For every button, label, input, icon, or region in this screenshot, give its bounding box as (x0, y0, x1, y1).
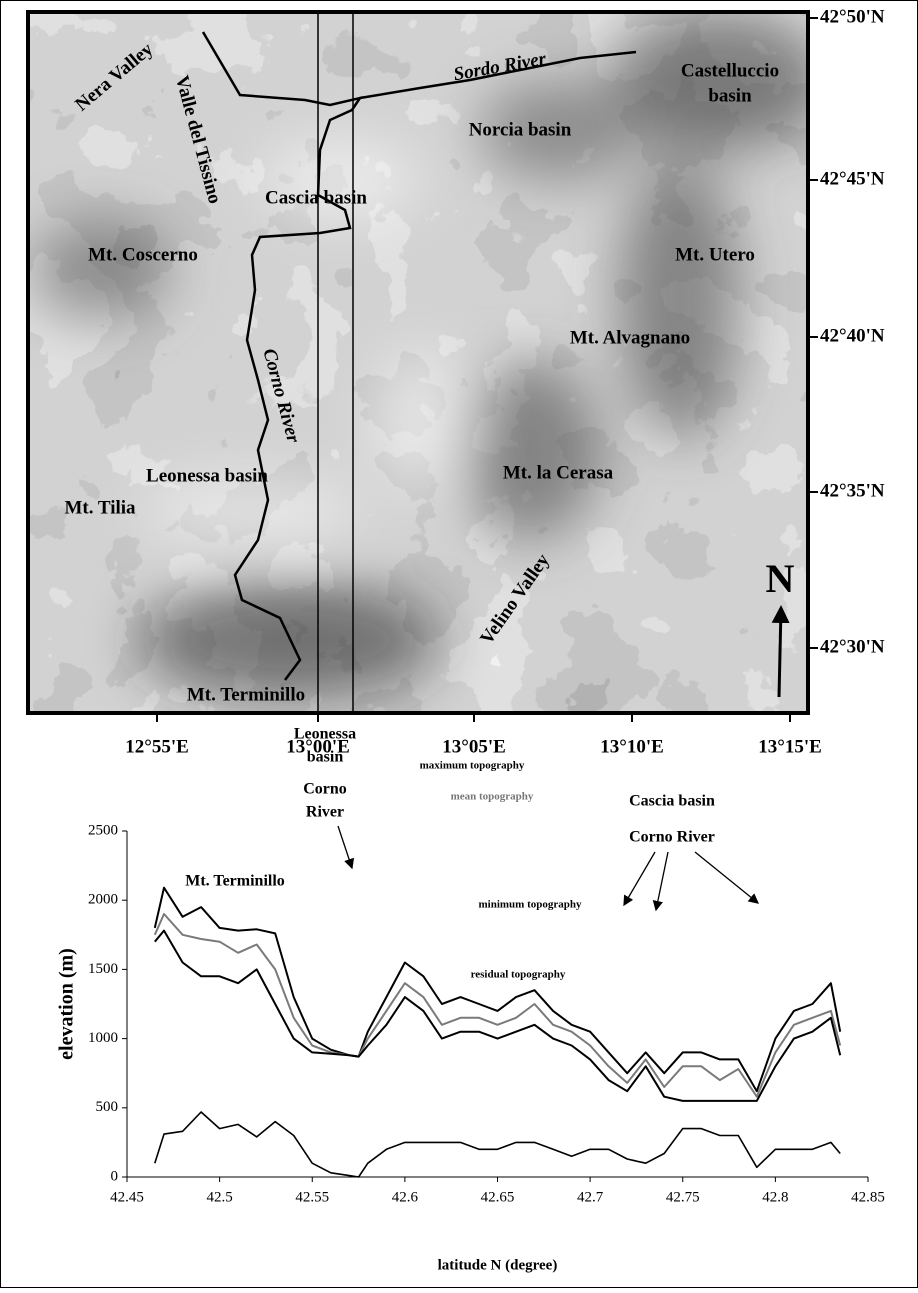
map-label: Mt. Utero (675, 244, 755, 265)
y-tick-label: 1000 (88, 1030, 118, 1046)
map-label: basin (708, 85, 752, 106)
annotation: basin (307, 749, 344, 766)
lon-label: 13°15'E (758, 736, 822, 757)
terrain (28, 10, 830, 713)
map-label: Mt. Terminillo (187, 684, 305, 705)
map-label: Mt. Alvagnano (570, 327, 690, 348)
x-tick-label: 42.8 (762, 1189, 788, 1205)
annotation: River (306, 804, 344, 821)
x-tick-label: 42.65 (481, 1189, 515, 1205)
lat-label: 42°50'N (820, 6, 885, 27)
map-label: Norcia basin (469, 119, 572, 140)
y-tick-label: 0 (111, 1168, 119, 1184)
annotation: Cascia basin (629, 793, 715, 810)
map-label: Cascia basin (265, 187, 367, 208)
x-tick-label: 42.7 (577, 1189, 604, 1205)
x-tick-label: 42.6 (392, 1189, 419, 1205)
y-tick-label: 2500 (88, 822, 118, 838)
map-label: Mt. la Cerasa (503, 462, 614, 483)
x-axis-label: latitude N (degree) (438, 1257, 558, 1273)
x-tick-label: 42.45 (110, 1189, 144, 1205)
y-tick-label: 1500 (88, 961, 118, 977)
lat-label: 42°30'N (820, 636, 885, 657)
annotation: Leonessa (294, 726, 356, 743)
map-label: Mt. Coscerno (88, 244, 198, 265)
annotation: mean topography (451, 791, 534, 803)
annotation: Mt. Terminillo (185, 873, 285, 890)
x-tick-label: 42.5 (207, 1189, 233, 1205)
x-tick-label: 42.55 (295, 1189, 329, 1205)
lon-label: 12°55'E (125, 736, 189, 757)
annotation: minimum topography (479, 899, 582, 911)
annotation: residual topography (471, 969, 566, 981)
x-tick-label: 42.75 (666, 1189, 700, 1205)
map-label: Leonessa basin (146, 465, 268, 486)
annotation: Corno River (629, 829, 715, 846)
y-tick-label: 500 (96, 1099, 119, 1115)
lat-label: 42°40'N (820, 325, 885, 346)
map-label: Mt. Tilia (64, 497, 136, 518)
annotation: maximum topography (420, 760, 525, 772)
lat-label: 42°45'N (820, 168, 885, 189)
figure: N Nera ValleyValle del TissinoSordo Rive… (0, 0, 918, 1288)
map-label: Castelluccio (681, 60, 779, 81)
annotation: Corno (303, 781, 347, 798)
north-label: N (766, 556, 795, 601)
lat-label: 42°35'N (820, 480, 885, 501)
lon-label: 13°05'E (442, 736, 506, 757)
y-tick-label: 2000 (88, 892, 118, 908)
x-tick-label: 42.85 (851, 1189, 885, 1205)
north-arrow (779, 608, 781, 697)
y-axis-label: elevation (m) (56, 948, 78, 1060)
lon-label: 13°10'E (600, 736, 664, 757)
